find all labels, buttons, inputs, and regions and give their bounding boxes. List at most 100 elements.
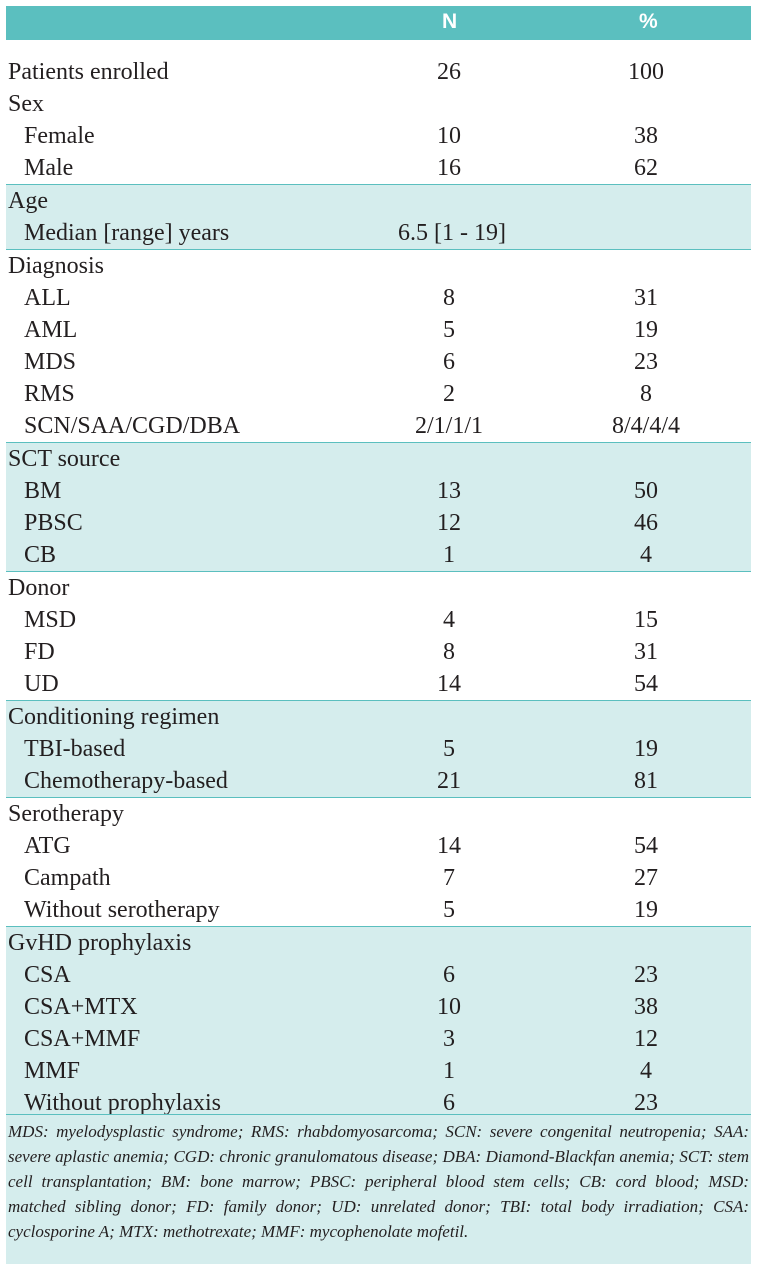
row-label: MDS bbox=[24, 349, 77, 375]
row-pct: 38 bbox=[634, 994, 658, 1020]
group-conditioning: Conditioning regimen TBI-based 5 19 Chem… bbox=[6, 700, 751, 798]
table-row: SCT source bbox=[6, 443, 751, 475]
row-pct: 19 bbox=[634, 897, 658, 923]
row-label: MSD bbox=[24, 607, 77, 633]
row-pct: 54 bbox=[634, 671, 658, 697]
row-pct: 100 bbox=[628, 59, 664, 85]
row-n: 1 bbox=[443, 1058, 455, 1084]
row-n: 26 bbox=[437, 59, 461, 85]
row-label: Median [range] years bbox=[24, 220, 230, 246]
group-age: Age Median [range] years 6.5 [1 - 19] bbox=[6, 184, 751, 250]
row-pct: 50 bbox=[634, 478, 658, 504]
row-label: RMS bbox=[24, 381, 75, 407]
row-label: Campath bbox=[24, 865, 111, 891]
table-row: MDS 6 23 bbox=[6, 346, 751, 378]
table-row: Sex bbox=[6, 88, 751, 120]
row-n: 2/1/1/1 bbox=[414, 413, 484, 439]
row-pct: 31 bbox=[634, 639, 658, 665]
row-label: PBSC bbox=[24, 510, 83, 536]
row-n: 8 bbox=[443, 639, 455, 665]
table-row: GvHD prophylaxis bbox=[6, 927, 751, 959]
table-row: ALL 8 31 bbox=[6, 282, 751, 314]
row-pct: 15 bbox=[634, 607, 658, 633]
row-n: 21 bbox=[437, 768, 461, 794]
row-n: 6.5 [1 - 19] bbox=[398, 220, 506, 246]
row-pct: 46 bbox=[634, 510, 658, 536]
row-pct: 23 bbox=[634, 349, 658, 375]
row-n: 5 bbox=[443, 317, 455, 343]
table-row: Chemotherapy-based 21 81 bbox=[6, 765, 751, 797]
table-row: AML 5 19 bbox=[6, 314, 751, 346]
table-row: Diagnosis bbox=[6, 250, 751, 282]
row-label: Without serotherapy bbox=[24, 897, 220, 923]
row-pct: 8/4/4/4 bbox=[611, 413, 681, 439]
table-row: CB 1 4 bbox=[6, 539, 751, 571]
row-label: FD bbox=[24, 639, 55, 665]
group-enrolled-sex: Patients enrolled 26 100 Sex Female 10 3… bbox=[6, 56, 751, 184]
table-row: Female 10 38 bbox=[6, 120, 751, 152]
group-label: Serotherapy bbox=[8, 801, 124, 827]
table-row: CSA+MMF 3 12 bbox=[6, 1023, 751, 1055]
table-row: Age bbox=[6, 185, 751, 217]
table-row: SCN/SAA/CGD/DBA 2/1/1/1 8/4/4/4 bbox=[6, 410, 751, 442]
row-label: Male bbox=[24, 155, 74, 181]
row-pct: 27 bbox=[634, 865, 658, 891]
table-row: Campath 7 27 bbox=[6, 862, 751, 894]
row-n: 10 bbox=[437, 123, 461, 149]
row-label: MMF bbox=[24, 1058, 81, 1084]
row-pct: 54 bbox=[634, 833, 658, 859]
table-row: Donor bbox=[6, 572, 751, 604]
row-n: 16 bbox=[437, 155, 461, 181]
row-label: ATG bbox=[24, 833, 71, 859]
row-pct: 8 bbox=[640, 381, 652, 407]
table-row: UD 14 54 bbox=[6, 668, 751, 700]
row-n: 6 bbox=[443, 962, 455, 988]
row-label: CB bbox=[24, 542, 57, 568]
row-label: CSA+MMF bbox=[24, 1026, 141, 1052]
row-n: 6 bbox=[443, 349, 455, 375]
row-label: AML bbox=[24, 317, 78, 343]
row-pct: 23 bbox=[634, 962, 658, 988]
group-donor: Donor MSD 4 15 FD 8 31 UD 14 54 bbox=[6, 572, 751, 700]
column-header-percent: % bbox=[639, 10, 658, 33]
row-n: 8 bbox=[443, 285, 455, 311]
group-diagnosis: Diagnosis ALL 8 31 AML 5 19 MDS 6 23 RMS… bbox=[6, 250, 751, 442]
group-label: Donor bbox=[8, 575, 70, 601]
group-label: Sex bbox=[8, 91, 44, 117]
row-pct: 38 bbox=[634, 123, 658, 149]
row-label: ALL bbox=[24, 285, 71, 311]
table-row: PBSC 12 46 bbox=[6, 507, 751, 539]
table-header: N % bbox=[6, 6, 751, 40]
row-label: CSA+MTX bbox=[24, 994, 138, 1020]
table-row: Without serotherapy 5 19 bbox=[6, 894, 751, 926]
row-label: CSA bbox=[24, 962, 71, 988]
table-row: MSD 4 15 bbox=[6, 604, 751, 636]
group-label: SCT source bbox=[8, 446, 121, 472]
table-row: Median [range] years 6.5 [1 - 19] bbox=[6, 217, 751, 249]
group-serotherapy: Serotherapy ATG 14 54 Campath 7 27 Witho… bbox=[6, 798, 751, 926]
group-label: GvHD prophylaxis bbox=[8, 930, 192, 956]
row-pct: 4 bbox=[640, 542, 652, 568]
row-label: Without prophylaxis bbox=[24, 1090, 222, 1116]
group-gvhd: GvHD prophylaxis CSA 6 23 CSA+MTX 10 38 … bbox=[6, 926, 751, 1120]
table-row: MMF 1 4 bbox=[6, 1055, 751, 1087]
table-row: Without prophylaxis 6 23 bbox=[6, 1087, 751, 1119]
table-footnote: MDS: myelodysplastic syndrome; RMS: rhab… bbox=[8, 1122, 749, 1241]
row-n: 5 bbox=[443, 897, 455, 923]
row-n: 1 bbox=[443, 542, 455, 568]
row-pct: 62 bbox=[634, 155, 658, 181]
row-n: 5 bbox=[443, 736, 455, 762]
row-pct: 12 bbox=[634, 1026, 658, 1052]
table-row: ATG 14 54 bbox=[6, 830, 751, 862]
row-n: 13 bbox=[437, 478, 461, 504]
row-n: 7 bbox=[443, 865, 455, 891]
group-sct-source: SCT source BM 13 50 PBSC 12 46 CB 1 4 bbox=[6, 442, 751, 572]
table-row: CSA 6 23 bbox=[6, 959, 751, 991]
characteristics-table: N % Patients enrolled 26 100 Sex Female … bbox=[6, 6, 751, 1120]
row-label: TBI-based bbox=[24, 736, 126, 762]
row-label: BM bbox=[24, 478, 62, 504]
row-pct: 31 bbox=[634, 285, 658, 311]
table-row: Serotherapy bbox=[6, 798, 751, 830]
table-row: CSA+MTX 10 38 bbox=[6, 991, 751, 1023]
table-footnote-box: MDS: myelodysplastic syndrome; RMS: rhab… bbox=[6, 1114, 751, 1264]
